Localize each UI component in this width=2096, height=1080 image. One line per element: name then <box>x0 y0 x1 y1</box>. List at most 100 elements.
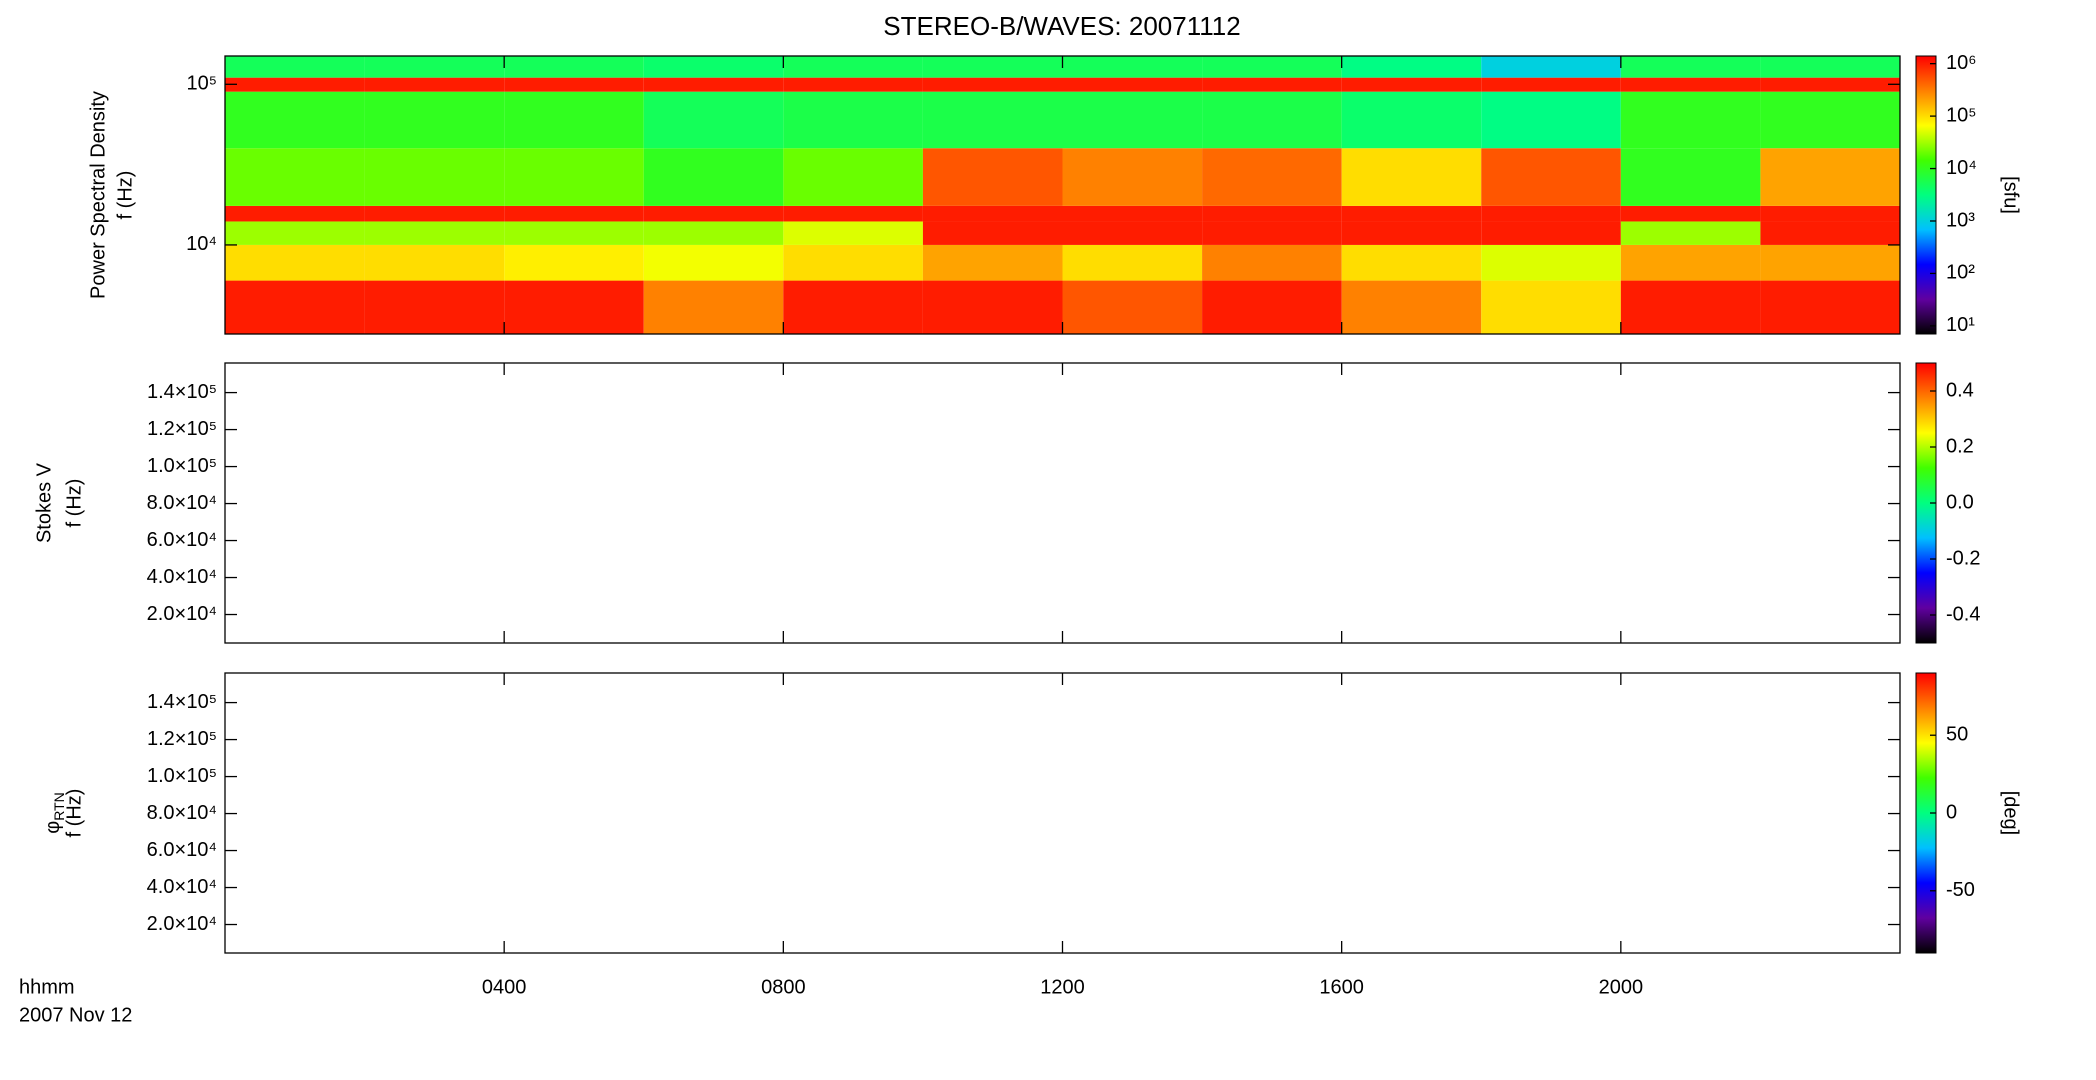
heatmap-cell <box>783 280 923 334</box>
heatmap-cell <box>643 148 784 206</box>
heatmap-cell <box>1202 244 1342 281</box>
colorbar-tick-label: 0.4 <box>1946 379 1974 401</box>
heatmap-cell <box>783 56 923 78</box>
y-axis-label: Stokes V <box>33 462 55 543</box>
heatmap-cell <box>922 56 1063 78</box>
y-tick-label: 1.2×10⁵ <box>147 728 217 750</box>
heatmap-cell <box>643 280 784 334</box>
heatmap-cell <box>783 148 923 206</box>
heatmap-cell <box>1202 91 1342 149</box>
heatmap-cell <box>225 221 365 245</box>
heatmap-cell <box>1341 91 1482 149</box>
heatmap-cell <box>1202 56 1342 78</box>
heatmap-cell <box>643 77 784 92</box>
heatmap-cell <box>1062 56 1203 78</box>
heatmap-cell <box>922 77 1063 92</box>
heatmap-cell <box>364 148 505 206</box>
colorbar-tick-label: 10³ <box>1946 209 1975 231</box>
heatmap-cell <box>1620 205 1761 222</box>
x-axis-label: 2007 Nov 12 <box>19 1004 132 1026</box>
heatmap-cell <box>1620 244 1761 281</box>
heatmap-cell <box>1620 148 1761 206</box>
heatmap-cell <box>1760 56 1900 78</box>
heatmap-cell <box>364 221 505 245</box>
y-tick-label: 6.0×10⁴ <box>147 839 217 861</box>
y-axis-label: Power Spectral Density <box>87 91 109 299</box>
y-tick-label: 10⁴ <box>186 233 217 255</box>
heatmap-cell <box>1341 148 1482 206</box>
heatmap-cell <box>1062 148 1203 206</box>
heatmap-cell <box>1620 56 1761 78</box>
y-axis-label: f (Hz) <box>114 171 136 220</box>
y-axis-symbol: φ <box>42 821 64 834</box>
heatmap-cell <box>504 280 644 334</box>
y-tick-label: 1.0×10⁵ <box>147 765 217 787</box>
heatmap-cell <box>1481 148 1621 206</box>
heatmap-cell <box>1481 77 1621 92</box>
heatmap-cell <box>783 91 923 149</box>
heatmap-cell <box>922 148 1063 206</box>
heatmap-cell <box>225 91 365 149</box>
colorbar-label: [sfu] <box>2000 176 2022 214</box>
y-axis-label: φRTN <box>42 792 66 834</box>
heatmap-cell <box>364 280 505 334</box>
heatmap-cell <box>504 221 644 245</box>
heatmap-cell <box>643 221 784 245</box>
heatmap-cell <box>364 77 505 92</box>
y-tick-label: 2.0×10⁴ <box>147 913 217 935</box>
heatmap-cell <box>1341 280 1482 334</box>
heatmap-cell <box>1760 91 1900 149</box>
heatmap-cell <box>504 56 644 78</box>
colorbar-tick-label: 0 <box>1946 801 1957 823</box>
y-axis-subscript: RTN <box>51 792 67 821</box>
heatmap-cell <box>225 280 365 334</box>
heatmap-cell <box>1062 77 1203 92</box>
heatmap-cell <box>504 148 644 206</box>
y-tick-label: 6.0×10⁴ <box>147 529 217 551</box>
heatmap-cell <box>1620 280 1761 334</box>
y-tick-label: 1.4×10⁵ <box>147 381 217 403</box>
plot-frame <box>224 362 1901 644</box>
heatmap-cell <box>1481 91 1621 149</box>
heatmap-cell <box>922 221 1063 245</box>
heatmap-cell <box>1202 148 1342 206</box>
heatmap-cell <box>1760 77 1900 92</box>
heatmap-cell <box>1341 56 1482 78</box>
x-tick-label: 2000 <box>1599 976 1644 998</box>
heatmap-cell <box>1062 91 1203 149</box>
heatmap-cell <box>1062 280 1203 334</box>
heatmap-cell <box>1760 205 1900 222</box>
y-tick-label: 8.0×10⁴ <box>147 802 217 824</box>
heatmap-cell <box>225 77 365 92</box>
heatmap-cell <box>643 56 784 78</box>
heatmap-cell <box>364 205 505 222</box>
heatmap-cell <box>1341 244 1482 281</box>
colorbar-tick-label: 10⁴ <box>1946 157 1977 179</box>
y-tick-label: 1.2×10⁵ <box>147 418 217 440</box>
heatmap-cell <box>225 244 365 281</box>
heatmap-cell <box>1481 244 1621 281</box>
y-axis-label: f (Hz) <box>63 479 85 528</box>
x-tick-label: 0800 <box>761 976 806 998</box>
y-tick-label: 4.0×10⁴ <box>147 876 217 898</box>
heatmap-cell <box>783 205 923 222</box>
heatmap-cell <box>643 205 784 222</box>
heatmap-cell <box>1481 221 1621 245</box>
heatmap-cell <box>783 244 923 281</box>
x-axis-label: hhmm <box>19 976 75 998</box>
heatmap-cell <box>1202 205 1342 222</box>
y-tick-label: 8.0×10⁴ <box>147 492 217 514</box>
heatmap-cell <box>643 91 784 149</box>
heatmap-cell <box>225 148 365 206</box>
heatmap-cell <box>1202 221 1342 245</box>
heatmap-cell <box>364 56 505 78</box>
heatmap-cell <box>504 244 644 281</box>
colorbar <box>1915 55 1937 335</box>
heatmap-cell <box>1760 221 1900 245</box>
colorbar-tick-label: 10⁵ <box>1946 104 1977 126</box>
colorbar-tick-label: 10⁶ <box>1946 52 1976 74</box>
heatmap-cell <box>1760 280 1900 334</box>
y-tick-label: 4.0×10⁴ <box>147 566 217 588</box>
heatmap-cell <box>783 77 923 92</box>
